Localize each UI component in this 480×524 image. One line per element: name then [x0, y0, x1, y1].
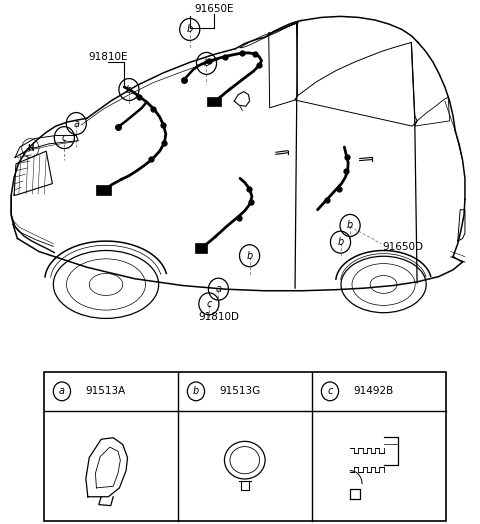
Text: a: a [73, 118, 79, 128]
Text: b: b [187, 25, 193, 35]
Text: b: b [193, 386, 199, 396]
Text: 91810E: 91810E [89, 52, 128, 62]
Text: c: c [206, 299, 212, 309]
Text: b: b [347, 221, 353, 231]
Text: H: H [27, 144, 34, 152]
Text: c: c [61, 133, 67, 143]
Text: 91650E: 91650E [194, 4, 233, 14]
Text: b: b [204, 58, 210, 69]
Bar [195, 243, 207, 253]
Text: a: a [59, 386, 65, 396]
Text: a: a [216, 284, 221, 294]
Text: 91513A: 91513A [85, 386, 125, 396]
Text: c: c [327, 386, 333, 396]
Bar [96, 184, 111, 195]
Bar [207, 97, 221, 106]
Text: 91513G: 91513G [219, 386, 260, 396]
Text: b: b [246, 250, 252, 261]
Text: 91810D: 91810D [198, 312, 239, 322]
Text: 91492B: 91492B [353, 386, 393, 396]
Text: b: b [337, 237, 344, 247]
Text: b: b [126, 84, 132, 94]
Bar [44, 372, 446, 521]
Text: 91650D: 91650D [383, 243, 424, 253]
